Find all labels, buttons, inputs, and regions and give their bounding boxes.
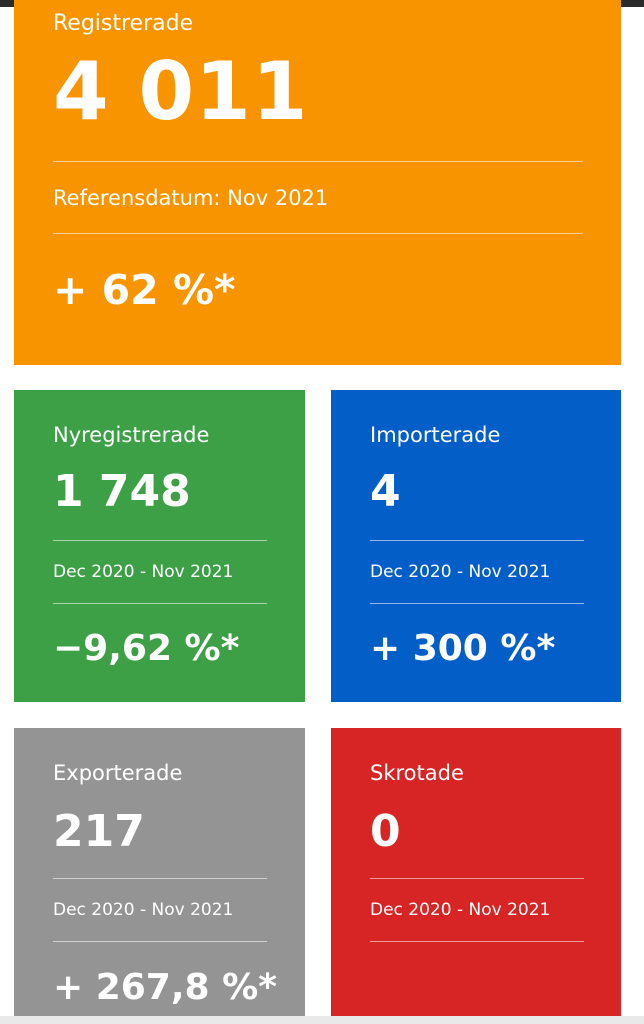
divider <box>370 540 584 541</box>
divider <box>53 878 267 879</box>
divider <box>370 878 584 879</box>
bottom-bar <box>0 1016 644 1024</box>
stat-card-period: Dec 2020 - Nov 2021 <box>370 900 551 920</box>
divider <box>53 161 583 162</box>
stat-card-registrerade[interactable]: Registrerade 4 011 Referensdatum: Nov 20… <box>14 0 621 365</box>
stat-card-reference-date: Referensdatum: Nov 2021 <box>53 186 329 210</box>
stat-card-value: 4 <box>370 466 401 517</box>
stat-card-title: Nyregistrerade <box>53 423 210 447</box>
stat-card-exporterade[interactable]: Exporterade 217 Dec 2020 - Nov 2021 + 26… <box>14 728 305 1016</box>
divider <box>53 233 583 234</box>
divider <box>53 603 267 604</box>
stat-card-period: Dec 2020 - Nov 2021 <box>370 562 551 582</box>
divider <box>53 941 267 942</box>
stat-card-change: + 300 %* <box>370 628 556 669</box>
stat-card-title: Skrotade <box>370 761 464 785</box>
stat-card-change: + 267,8 %* <box>53 967 277 1008</box>
stat-card-value: 0 <box>370 806 401 857</box>
stat-card-period: Dec 2020 - Nov 2021 <box>53 562 234 582</box>
divider <box>370 603 584 604</box>
stat-card-title: Registrerade <box>53 11 194 36</box>
stat-card-value: 4 011 <box>53 45 309 138</box>
stat-card-change: −9,62 %* <box>53 628 240 669</box>
stat-card-change: + 62 %* <box>53 266 236 314</box>
stat-card-importerade[interactable]: Importerade 4 Dec 2020 - Nov 2021 + 300 … <box>331 390 621 702</box>
stat-card-nyregistrerade[interactable]: Nyregistrerade 1 748 Dec 2020 - Nov 2021… <box>14 390 305 702</box>
stat-card-value: 1 748 <box>53 466 191 517</box>
stat-card-period: Dec 2020 - Nov 2021 <box>53 900 234 920</box>
stat-card-value: 217 <box>53 806 145 857</box>
stat-card-skrotade[interactable]: Skrotade 0 Dec 2020 - Nov 2021 <box>331 728 621 1016</box>
divider <box>370 941 584 942</box>
stat-card-title: Importerade <box>370 423 501 447</box>
stat-card-title: Exporterade <box>53 761 183 785</box>
divider <box>53 540 267 541</box>
